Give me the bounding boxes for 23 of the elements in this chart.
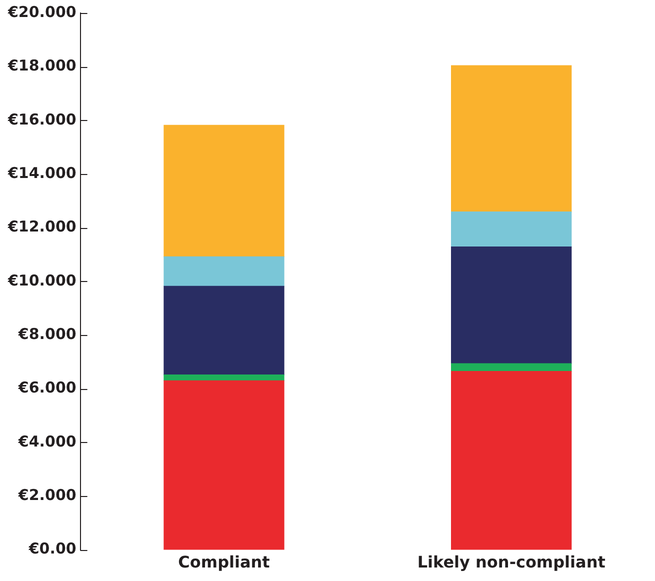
x-tick-label: Compliant xyxy=(178,552,270,572)
y-tick-label: €12.000 xyxy=(6,218,76,236)
x-tick-label: Likely non-compliant xyxy=(417,552,606,572)
bar xyxy=(451,212,572,248)
y-tick-label: €2.000 xyxy=(17,486,76,504)
bar xyxy=(451,246,572,364)
y-tick-label: €20.000 xyxy=(6,2,76,21)
y-tick-label: €8.000 xyxy=(17,324,76,343)
bar xyxy=(451,363,572,372)
bar xyxy=(164,374,284,382)
bar xyxy=(164,286,284,376)
y-tick-label: €10.000 xyxy=(6,271,76,290)
y-tick-label: €16.000 xyxy=(6,110,76,128)
y-tick-label: €18.000 xyxy=(6,56,76,75)
bar xyxy=(164,256,284,287)
bar xyxy=(451,65,572,212)
y-tick-label: €0.00 xyxy=(28,540,76,558)
y-tick-label: €6.000 xyxy=(17,378,76,397)
y-tick-label: €4.000 xyxy=(17,432,76,450)
bar xyxy=(164,124,284,258)
y-tick-label: €14.000 xyxy=(6,164,76,182)
bar xyxy=(164,380,284,550)
bar xyxy=(451,370,572,550)
